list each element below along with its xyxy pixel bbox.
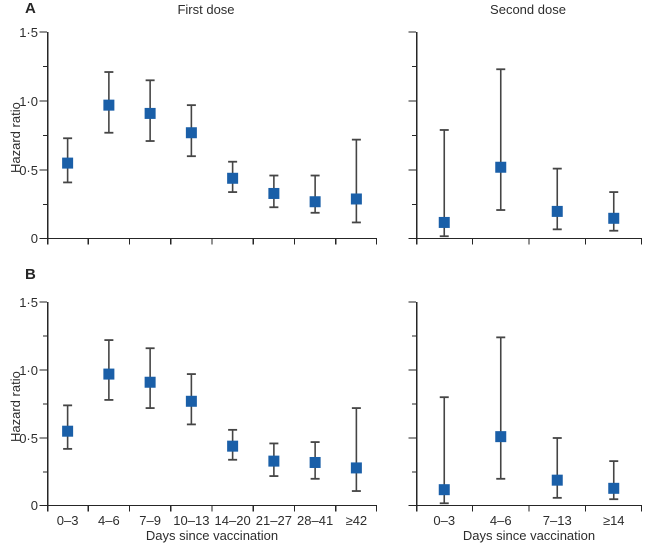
x-tick-label: 0–3: [56, 513, 79, 528]
x-tick-label: 4–6: [98, 513, 120, 528]
data-point-marker: [551, 474, 563, 486]
x-tick-label: 21–27: [255, 513, 292, 528]
data-point-marker: [103, 99, 115, 111]
data-point-marker: [227, 440, 239, 452]
x-tick-label: 7–9: [139, 513, 161, 528]
data-point-marker: [185, 395, 197, 407]
x-tick-label: 10–13: [173, 513, 210, 528]
panel-a-label: A: [25, 0, 36, 17]
x-tick-label: ≥42: [345, 513, 368, 528]
second-dose-title: Second dose: [490, 2, 566, 17]
data-point-marker: [438, 484, 450, 496]
x-tick-label: 0–3: [433, 513, 456, 528]
data-point-marker: [350, 462, 362, 474]
data-point-marker: [495, 161, 507, 173]
y-tick-label: 0·5: [19, 162, 38, 178]
data-point-marker: [268, 187, 280, 199]
first-dose-title: First dose: [177, 2, 235, 17]
y-tick-label: 0: [30, 497, 38, 513]
data-point-marker: [227, 172, 239, 184]
y-tick-label: 1·0: [19, 93, 38, 109]
data-point-marker: [551, 205, 563, 217]
data-point-marker: [495, 431, 507, 443]
panel-b-label: B: [25, 266, 36, 283]
y-tick-label: 1·5: [19, 24, 38, 40]
data-point-marker: [185, 127, 197, 139]
plot-a-first-dose: 1·5 1·0 0·5 0: [19, 25, 378, 246]
x-tick-label: 28–41: [297, 513, 334, 528]
x-tick-label: 7–13: [542, 513, 572, 528]
x-tick-label: 14–20: [214, 513, 251, 528]
data-point-marker: [608, 482, 620, 494]
plot-b-second-dose: 0–3 4–6 7–13 ≥14: [408, 301, 643, 528]
data-point-marker: [309, 456, 321, 468]
data-point-marker: [62, 425, 74, 437]
data-point-marker: [438, 216, 450, 228]
data-point-marker: [144, 376, 156, 388]
y-tick-label: 1·0: [19, 362, 38, 378]
data-point-marker: [309, 196, 321, 208]
x-tick-label: ≥14: [602, 513, 625, 528]
plot-b-first-dose: 1·5 1·0 0·5 0 0–3 4–6 7–9 10–13 14–20 21–27 28–41 ≥…: [19, 295, 378, 528]
y-tick-label: 0·5: [19, 430, 38, 446]
data-point-marker: [103, 368, 115, 380]
x-axis-title-first-dose: Days since vaccination: [145, 528, 279, 543]
data-point-marker: [62, 157, 74, 169]
data-point-marker: [350, 193, 362, 205]
y-tick-label: 1·5: [19, 294, 38, 310]
plot-a-second-dose: [408, 31, 643, 245]
data-point-marker: [144, 107, 156, 119]
y-tick-label: 0: [30, 230, 38, 246]
x-tick-label: 4–6: [489, 513, 512, 528]
data-point-marker: [608, 212, 620, 224]
data-point-marker: [268, 455, 280, 467]
x-axis-title-second-dose: Days since vaccination: [462, 528, 596, 543]
